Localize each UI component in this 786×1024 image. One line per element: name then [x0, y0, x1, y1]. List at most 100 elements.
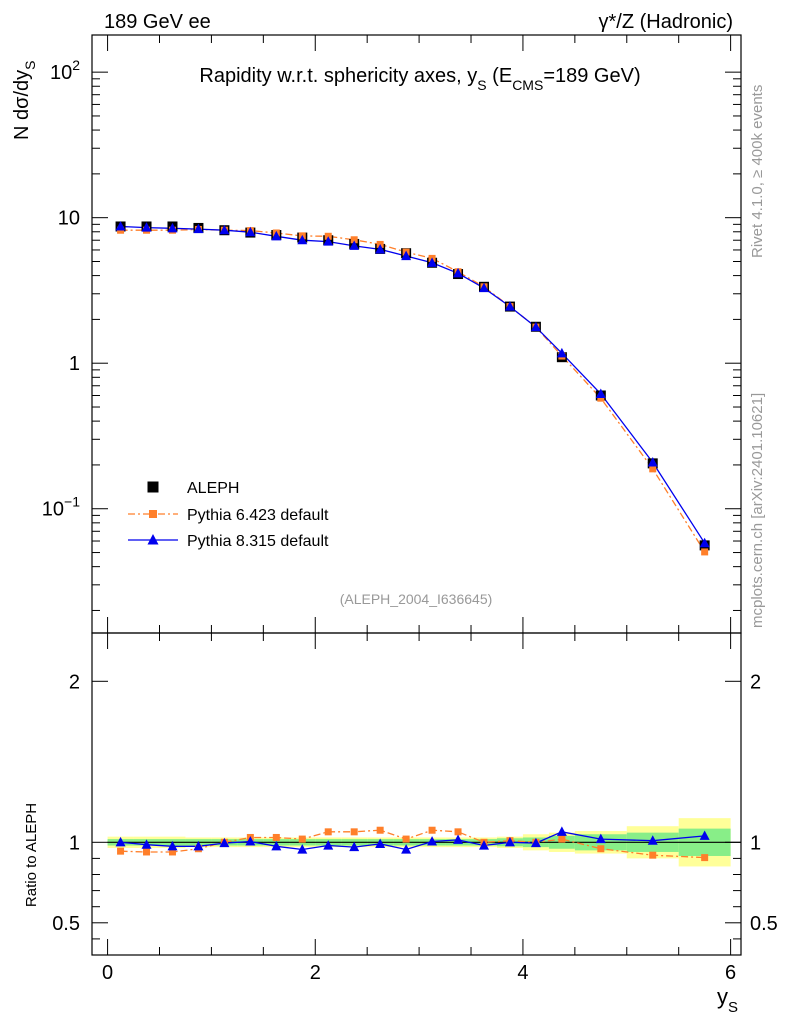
x-axis-label-sub: S — [728, 999, 738, 1016]
svg-text:N dσ/dyS: N dσ/dyS — [11, 61, 38, 141]
legend-label: Pythia 8.315 default — [187, 533, 329, 550]
x-tick-label: 4 — [517, 962, 528, 984]
pythia8-point — [530, 321, 541, 332]
y-tick-label: 102 — [50, 57, 80, 84]
ratio-point-pythia6 — [558, 835, 566, 843]
y-tick-label-exp: 2 — [72, 57, 80, 73]
ratio-point-pythia8 — [453, 834, 464, 844]
legend-item: Pythia 8.315 default — [128, 533, 329, 550]
chart-title-close: =189 GeV) — [543, 65, 640, 87]
ratio-plot-frame — [91, 632, 742, 956]
mcplots-label: mcplots.cern.ch [arXiv:2401.10621] — [749, 393, 766, 628]
header-right: γ*/Z (Hadronic) — [599, 11, 733, 33]
ratio-tick-labels: 0.5 0.5 1 1 2 2 — [52, 671, 778, 935]
ratio-point-pythia6 — [117, 847, 125, 855]
x-axis-label: yS — [717, 984, 738, 1016]
y-axis-label: N dσ/dyS — [11, 61, 38, 141]
x-tick-label: 2 — [310, 962, 321, 984]
pythia6-point — [649, 465, 657, 473]
ratio-point-pythia6 — [597, 845, 605, 853]
ratio-point-pythia6 — [350, 828, 358, 836]
y-tick-label: 10−1 — [42, 494, 80, 521]
pythia8-point — [297, 234, 308, 245]
pythia8-point — [167, 222, 178, 233]
legend-item: ALEPH — [147, 480, 239, 497]
y-tick-label: 10 — [58, 208, 80, 230]
pythia8-point — [271, 230, 282, 241]
pythia6-point — [350, 236, 358, 244]
pythia8-point — [401, 250, 412, 261]
ratio-point-pythia8 — [427, 836, 438, 846]
ratio-tick-label-right: 1 — [750, 832, 761, 854]
ratio-tick-label: 1 — [69, 832, 80, 854]
ratio-point-pythia6 — [649, 851, 657, 859]
ratio-points — [115, 826, 710, 862]
x-tick-label: 6 — [725, 962, 736, 984]
ratio-point-pythia8 — [349, 841, 360, 852]
ratio-point-pythia8 — [647, 835, 658, 845]
ratio-point-pythia6 — [402, 835, 410, 843]
data-points — [115, 221, 710, 556]
chart-title-sub-cms: CMS — [512, 77, 543, 93]
y-tick-label-base: 10 — [50, 62, 72, 84]
ratio-point-pythia8 — [401, 844, 412, 854]
ratio-point-pythia8 — [556, 826, 567, 836]
x-tick-labels: 0 2 4 6 — [102, 962, 736, 984]
ratio-point-pythia8 — [699, 830, 710, 840]
ratio-point-pythia6 — [298, 835, 306, 843]
pythia8-point — [323, 236, 334, 246]
legend-label: Pythia 6.423 default — [187, 507, 329, 524]
x-axis-label-main: y — [717, 984, 728, 1009]
uncertainty-bands — [107, 818, 741, 867]
pythia8-point — [556, 347, 567, 358]
y-tick-label: 1 — [69, 353, 80, 375]
ratio-point-pythia6 — [272, 833, 280, 841]
pythia8-point — [375, 244, 386, 254]
pythia8-point — [141, 222, 152, 232]
pythia8-point — [699, 537, 710, 548]
ratio-point-pythia8 — [115, 836, 126, 847]
series-line-pythia6 — [120, 228, 706, 553]
ratio-tick-label: 2 — [69, 671, 80, 693]
chart-title-sub-s: S — [477, 77, 486, 93]
chart-title: Rapidity w.r.t. sphericity axes, yS (ECM… — [199, 65, 640, 93]
series-lines — [120, 225, 706, 553]
pythia8-point — [427, 257, 438, 267]
ratio-point-pythia8 — [271, 840, 282, 851]
ratio-point-pythia8 — [530, 837, 541, 848]
ratio-point-pythia8 — [323, 840, 334, 850]
legend-label: ALEPH — [187, 480, 239, 497]
pythia8-point — [349, 240, 360, 250]
ratio-point-pythia6 — [324, 828, 332, 836]
ratio-point-pythia8 — [193, 840, 204, 851]
x-tick-label: 0 — [102, 962, 113, 984]
svg-text:yS: yS — [717, 984, 738, 1016]
legend: ALEPH Pythia 6.423 default Pythia 8.315 de… — [128, 480, 329, 550]
ratio-plot-ticks — [92, 633, 741, 956]
ratio-point-pythia8 — [595, 833, 606, 844]
ratio-point-pythia6 — [168, 848, 176, 856]
pythia8-point — [245, 226, 256, 237]
legend-item: Pythia 6.423 default — [128, 507, 329, 524]
ratio-point-pythia6 — [701, 854, 709, 862]
ratio-tick-label-right: 2 — [750, 671, 761, 693]
ratio-point-pythia8 — [297, 844, 308, 854]
pythia8-point — [453, 267, 464, 278]
pythia8-point — [115, 221, 126, 231]
legend-marker-pythia6 — [149, 510, 157, 518]
ratio-point-pythia8 — [141, 839, 152, 849]
pythia8-point — [504, 301, 515, 311]
pythia8-point — [595, 388, 606, 398]
y-tick-label-base: 10 — [42, 499, 64, 521]
ratio-point-pythia8 — [504, 836, 515, 847]
pythia8-point — [478, 282, 489, 293]
ratio-point-pythia8 — [219, 837, 230, 848]
pythia6-point — [597, 394, 605, 402]
ratio-line-pythia6 — [120, 829, 705, 859]
ratio-point-pythia8 — [167, 840, 178, 851]
header-left: 189 GeV ee — [104, 11, 211, 33]
pythia8-point — [193, 223, 204, 234]
chart-title-open: (E — [487, 65, 513, 87]
ratio-point-pythia6 — [428, 826, 436, 834]
